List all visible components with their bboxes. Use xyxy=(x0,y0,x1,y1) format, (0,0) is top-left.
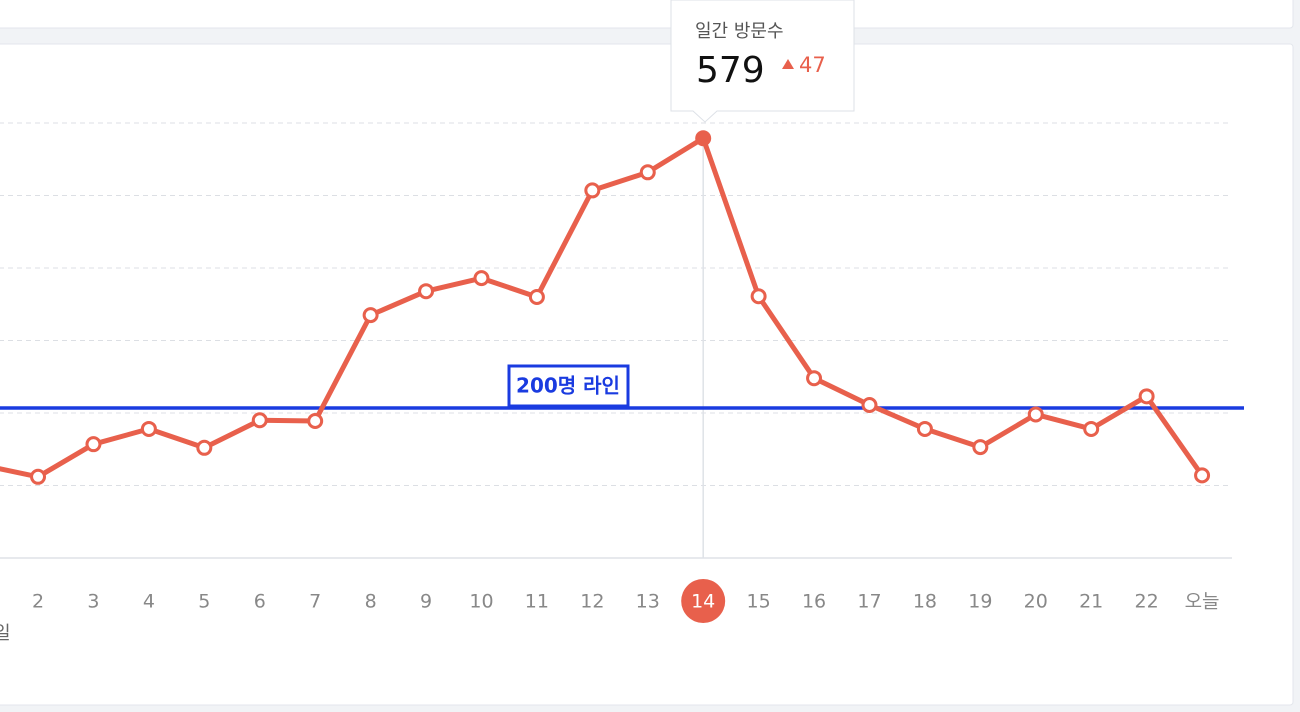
point xyxy=(750,288,767,305)
x-tick-label: 3 xyxy=(87,591,99,613)
point xyxy=(473,270,490,287)
point xyxy=(861,397,878,414)
chart-card xyxy=(0,43,1294,706)
x-tick-label: 22 xyxy=(1135,591,1159,613)
x-tick-label: 13 xyxy=(636,591,660,613)
point xyxy=(1083,420,1100,437)
x-tick-label: 오늘 xyxy=(1185,591,1220,613)
point xyxy=(1194,467,1211,484)
reference-label-box xyxy=(507,364,630,408)
x-tick-label: 6 xyxy=(254,591,266,613)
x-tick-label: 16 xyxy=(802,591,826,613)
x-tick-label: 9 xyxy=(420,591,432,613)
x-tick-label: 8 xyxy=(365,591,377,613)
x-tick-label: 4 xyxy=(143,591,155,613)
point xyxy=(85,436,102,453)
point xyxy=(1138,388,1155,405)
point xyxy=(362,307,379,324)
reference-label: 200명 라인 xyxy=(516,374,620,398)
point xyxy=(806,370,823,387)
point xyxy=(916,420,933,437)
x-tick-label: 10 xyxy=(469,591,493,613)
x-axis-label: 일 xyxy=(0,623,11,644)
x-tick-label: 7 xyxy=(309,591,321,613)
x-tick-label: 12 xyxy=(580,591,604,613)
x-tick-highlight xyxy=(681,579,726,623)
tooltip: 일간 방문수 579 47 xyxy=(670,0,855,123)
point xyxy=(1027,406,1044,423)
tooltip-change: 47 xyxy=(799,53,826,77)
point xyxy=(972,439,989,456)
point-active xyxy=(695,130,712,147)
x-tick-label: 5 xyxy=(198,591,210,613)
point xyxy=(30,468,47,485)
plot: 200명 라인 2 3 4 5 6 7 8 9 10 11 12 13 14 15 16 17 18 19 20 21 2… xyxy=(0,122,1244,623)
tooltip-up-arrow xyxy=(782,59,794,69)
point xyxy=(307,412,324,429)
x-tick-label: 2 xyxy=(32,591,44,613)
tooltip-box xyxy=(670,0,855,123)
x-tick-label: 21 xyxy=(1079,591,1103,613)
top-card xyxy=(0,0,1294,29)
point xyxy=(418,283,435,300)
point xyxy=(251,412,268,429)
x-tick-label: 15 xyxy=(747,591,771,613)
x-tick-label: 17 xyxy=(857,591,881,613)
point xyxy=(196,439,213,456)
x-tick-label: 19 xyxy=(968,591,992,613)
point xyxy=(639,164,656,181)
x-tick-label: 11 xyxy=(525,591,549,613)
point xyxy=(584,182,601,199)
tooltip-title: 일간 방문수 xyxy=(695,21,784,42)
x-tick-label: 14 xyxy=(691,591,715,613)
x-tick-label: 18 xyxy=(913,591,937,613)
point xyxy=(140,420,157,437)
x-tick-label: 20 xyxy=(1024,591,1048,613)
point xyxy=(528,289,545,305)
tooltip-value: 579 xyxy=(696,50,765,91)
